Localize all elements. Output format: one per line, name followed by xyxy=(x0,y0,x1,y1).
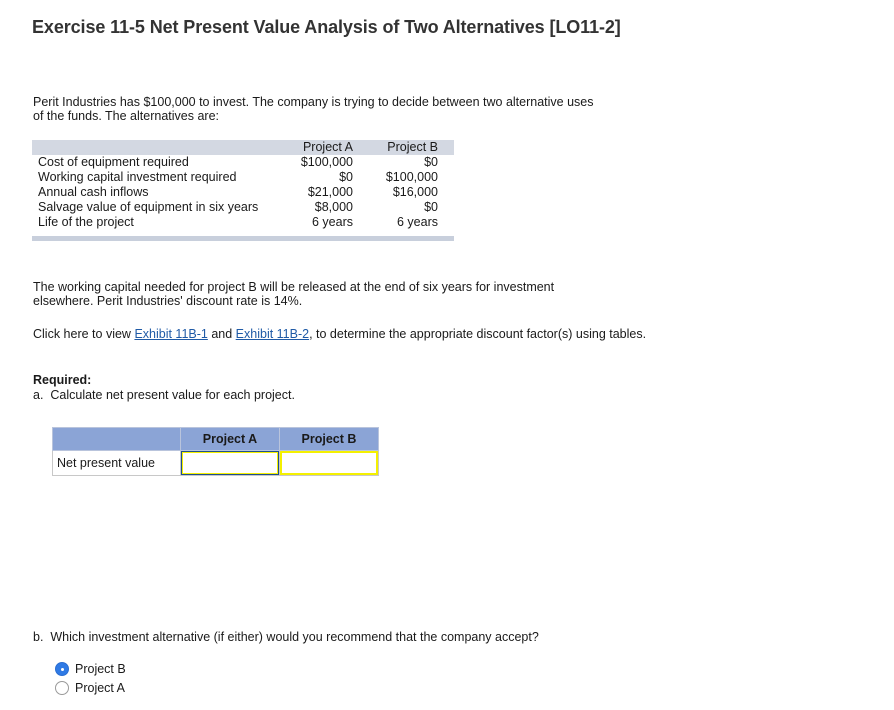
radio-label: Project B xyxy=(75,662,126,676)
npv-answer-table: Project A Project B Net present value xyxy=(52,427,379,476)
exhibit-middle: and xyxy=(207,327,236,341)
exhibit-11b-1-link[interactable]: Exhibit 11B-1 xyxy=(134,327,208,341)
project-a-value: $0 xyxy=(339,170,353,184)
part-a-question: a. Calculate net present value for each … xyxy=(33,388,295,402)
npv-project-a-input[interactable] xyxy=(181,451,279,475)
intro-paragraph: Perit Industries has $100,000 to invest.… xyxy=(33,95,594,123)
table-footer-band xyxy=(32,236,454,241)
project-a-value: $21,000 xyxy=(307,185,353,199)
radio-selected-icon[interactable] xyxy=(55,662,69,676)
project-b-value: $0 xyxy=(424,155,438,169)
exhibit-instructions: Click here to view Exhibit 11B-1 and Exh… xyxy=(33,327,653,341)
project-a-value: $8,000 xyxy=(314,200,353,214)
table-header-band xyxy=(32,140,454,155)
npv-project-b-input[interactable] xyxy=(280,451,378,475)
table-row: Life of the project 6 years 6 years xyxy=(32,215,454,230)
exhibit-suffix: , to determine the appropriate discount … xyxy=(309,327,647,341)
header-project-b: Project B xyxy=(387,140,438,154)
exhibit-prefix: Click here to view xyxy=(33,327,135,341)
part-b-question: b. Which investment alternative (if eith… xyxy=(33,630,539,644)
answer-header-row: Project A Project B xyxy=(52,427,379,451)
table-row: Annual cash inflows $21,000 $16,000 xyxy=(32,185,454,200)
row-label: Annual cash inflows xyxy=(38,185,149,199)
project-b-value: $0 xyxy=(424,200,438,214)
project-b-value: $16,000 xyxy=(392,185,438,199)
row-label: Cost of equipment required xyxy=(38,155,189,169)
row-label: Life of the project xyxy=(38,215,134,229)
table-header-row: Project A Project B xyxy=(32,140,454,155)
npv-row: Net present value xyxy=(52,450,379,476)
npv-project-a-cell xyxy=(180,450,280,476)
exhibit-11b-2-link[interactable]: Exhibit 11B-2 xyxy=(235,327,310,341)
radio-unselected-icon[interactable] xyxy=(55,681,69,695)
required-heading: Required: xyxy=(33,373,92,387)
row-label: Working capital investment required xyxy=(38,170,237,184)
project-b-value: 6 years xyxy=(397,215,438,229)
radio-option-project-a[interactable]: Project A xyxy=(55,681,125,695)
radio-label: Project A xyxy=(75,681,126,695)
project-b-value: $100,000 xyxy=(385,170,438,184)
answer-header-blank xyxy=(52,427,181,451)
project-a-value: $100,000 xyxy=(300,155,353,169)
table-row: Working capital investment required $0 $… xyxy=(32,170,454,185)
radio-option-project-b[interactable]: Project B xyxy=(55,662,126,676)
page-title: Exercise 11-5 Net Present Value Analysis… xyxy=(32,17,621,37)
row-label: Salvage value of equipment in six years xyxy=(38,200,259,214)
working-capital-note: The working capital needed for project B… xyxy=(33,280,555,308)
npv-row-label: Net present value xyxy=(52,450,181,476)
table-row: Salvage value of equipment in six years … xyxy=(32,200,454,215)
answer-header-project-b: Project B xyxy=(279,427,379,451)
answer-header-project-a: Project A xyxy=(180,427,280,451)
table-row: Cost of equipment required $100,000 $0 xyxy=(32,155,454,170)
project-a-value: 6 years xyxy=(312,215,353,229)
header-project-a: Project A xyxy=(302,140,353,154)
npv-project-b-cell xyxy=(279,450,379,476)
